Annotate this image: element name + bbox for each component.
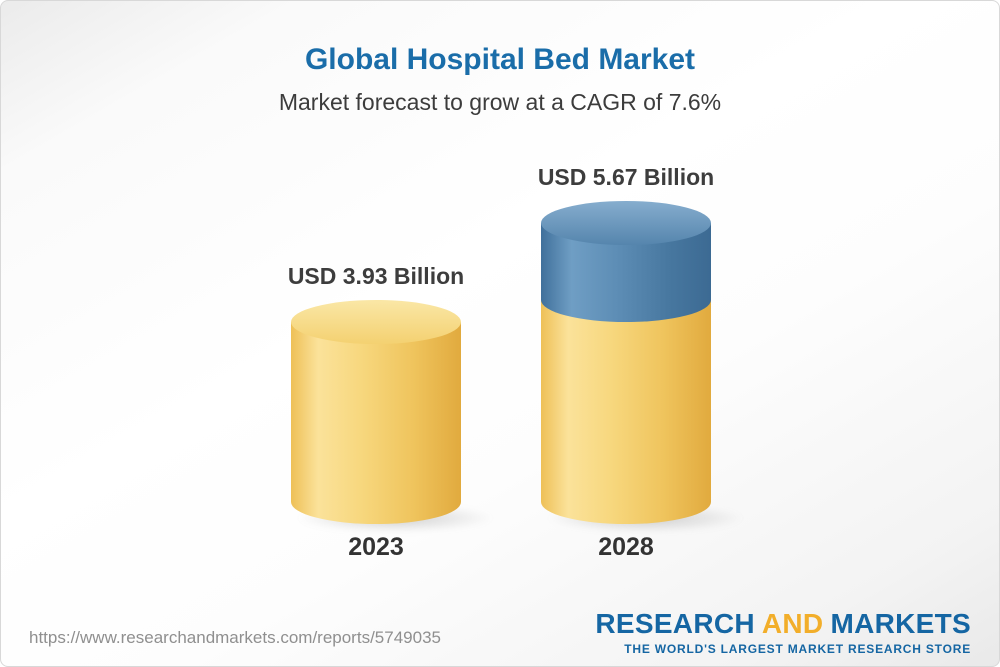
growth-segment bbox=[541, 201, 711, 322]
axis-label-2023: 2023 bbox=[348, 533, 404, 561]
bar-top-ellipse bbox=[291, 300, 461, 344]
logo-word-and: AND bbox=[761, 608, 824, 639]
logo-word-markets: MARKETS bbox=[830, 608, 971, 639]
bar-body bbox=[291, 322, 461, 524]
logo-word-research: RESEARCH bbox=[595, 608, 755, 639]
growth-segment-top-ellipse bbox=[541, 201, 711, 245]
bar-group-2028: USD 5.67 Billion 2028 bbox=[506, 161, 752, 562]
axis-label-2028: 2028 bbox=[598, 533, 654, 561]
logo-tagline: THE WORLD'S LARGEST MARKET RESEARCH STOR… bbox=[624, 642, 971, 656]
bar-2023 bbox=[289, 300, 502, 534]
company-logo-text: RESEARCH AND MARKETS bbox=[595, 609, 971, 639]
bar-group-2023: USD 3.93 Billion 2023 bbox=[256, 260, 502, 562]
value-label-2023: USD 3.93 Billion bbox=[287, 263, 465, 289]
chart-subtitle: Market forecast to grow at a CAGR of 7.6… bbox=[278, 89, 722, 115]
report-url-link[interactable]: https://www.researchandmarkets.com/repor… bbox=[29, 628, 441, 647]
value-label-2028: USD 5.67 Billion bbox=[537, 164, 715, 190]
bar-2028 bbox=[539, 201, 752, 534]
page-title: Global Hospital Bed Market bbox=[304, 43, 696, 76]
company-logo: RESEARCH AND MARKETS THE WORLD'S LARGEST M… bbox=[595, 609, 971, 657]
